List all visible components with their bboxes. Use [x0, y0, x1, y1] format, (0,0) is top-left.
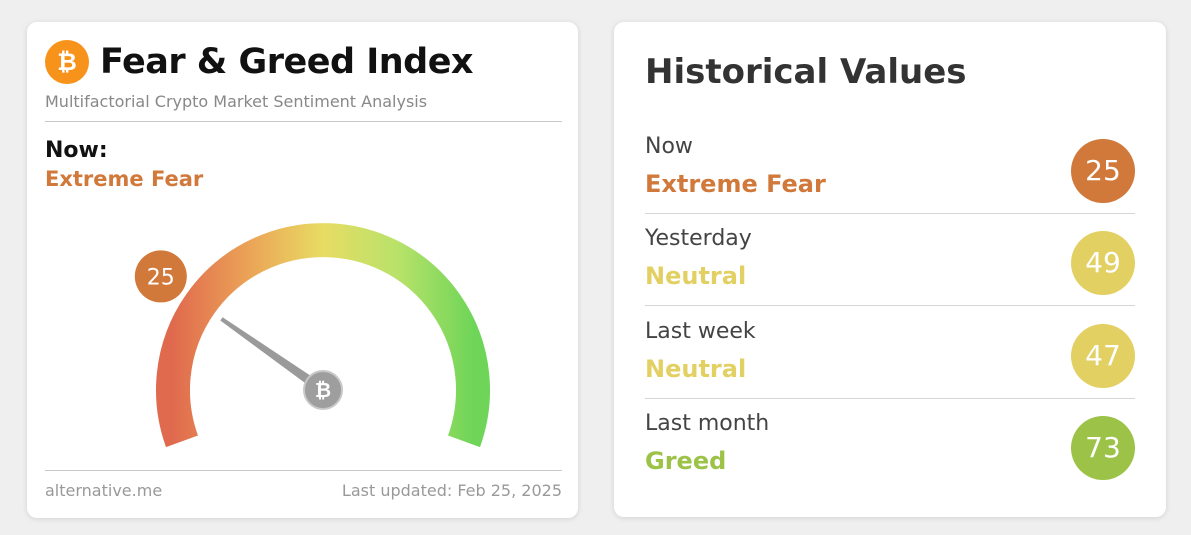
fear-greed-card: ₿ Fear & Greed Index Multifactorial Cryp…	[27, 22, 578, 518]
status-label: Neutral	[645, 262, 747, 290]
period-label: Now	[645, 134, 693, 159]
footer-divider	[45, 470, 562, 471]
value-circle: 47	[1071, 324, 1135, 388]
divider	[45, 121, 562, 122]
row-divider	[645, 398, 1135, 399]
period-label: Last week	[645, 319, 756, 344]
period-label: Last month	[645, 411, 770, 436]
page-title: Fear & Greed Index	[100, 42, 474, 82]
row-divider	[645, 305, 1135, 306]
status-label: Greed	[645, 447, 727, 475]
row-divider	[645, 213, 1135, 214]
value-bubble	[134, 250, 187, 303]
svg-text:₿: ₿	[57, 48, 77, 76]
gauge-needle	[220, 317, 326, 395]
status-label: Neutral	[645, 355, 747, 383]
history-row-yesterday: Yesterday Neutral 49	[645, 214, 1135, 306]
footer-updated: Last updated: Feb 25, 2025	[341, 481, 562, 500]
value-bubble-text: 25	[147, 265, 175, 290]
status-label: Extreme Fear	[645, 170, 826, 198]
historical-values-card: Historical Values Now Extreme Fear 25 Ye…	[614, 22, 1166, 517]
value-circle: 25	[1071, 139, 1135, 203]
footer-source: alternative.me	[45, 481, 163, 500]
sentiment-gauge: ₿ 25	[134, 223, 490, 448]
history-row-last-month: Last month Greed 73	[645, 399, 1135, 491]
now-label: Now:	[45, 138, 108, 163]
hub-bitcoin-icon: ₿	[315, 378, 331, 402]
value-circle: 73	[1071, 416, 1135, 480]
now-status: Extreme Fear	[45, 167, 204, 191]
gauge-hub	[303, 370, 343, 410]
period-label: Yesterday	[645, 226, 752, 251]
historical-title: Historical Values	[645, 52, 967, 92]
history-row-now: Now Extreme Fear 25	[645, 122, 1135, 214]
bitcoin-icon: ₿	[45, 40, 89, 84]
value-circle: 49	[1071, 231, 1135, 295]
history-row-last-week: Last week Neutral 47	[645, 307, 1135, 399]
subtitle: Multifactorial Crypto Market Sentiment A…	[45, 92, 428, 111]
gauge-arc	[156, 223, 490, 448]
